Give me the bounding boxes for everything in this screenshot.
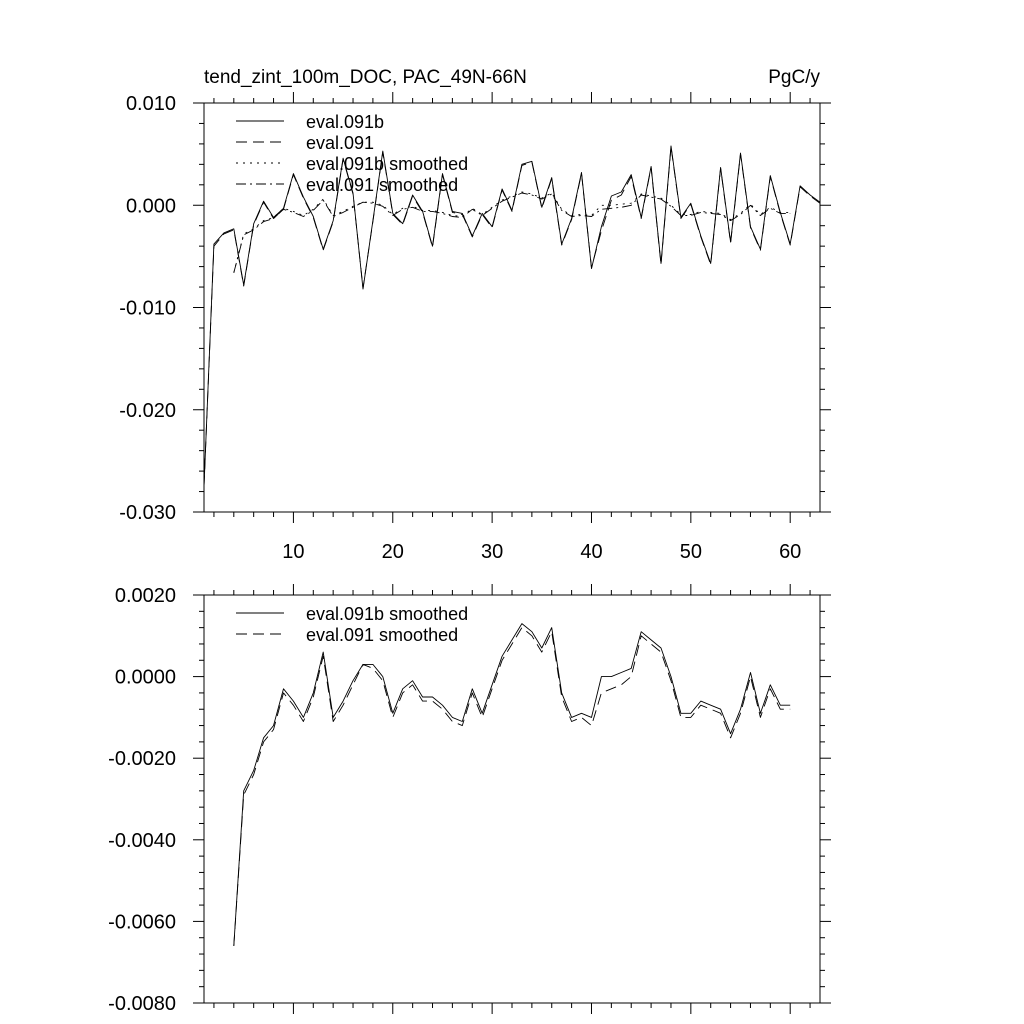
plot-frame: [203, 594, 821, 1004]
x-tick-label: 40: [580, 541, 602, 563]
top-panel: 0.010 0.000 -0.010 -0.020 -0.030 10 20 30 40 50 60…: [119, 92, 831, 563]
units-label: PgC/y: [768, 67, 820, 88]
y-tick-label: -0.030: [119, 502, 176, 524]
series-line-eval-091b-smoothed: [233, 191, 791, 273]
series-line-eval-091-smoothed: [233, 627, 791, 946]
y-tick-label: -0.0060: [108, 911, 176, 933]
y-tick-label: 0.0020: [115, 585, 176, 607]
series-line-eval-091b-smoothed: [233, 623, 791, 946]
x-tick-label: 60: [779, 541, 801, 563]
y-tick-label: -0.020: [119, 400, 176, 422]
series-line-eval-091b: [203, 145, 821, 487]
x-tick-label: 20: [382, 541, 404, 563]
chart-title: tend_zint_100m_DOC, PAC_49N-66N: [204, 67, 527, 88]
y-tick-label: -0.0080: [108, 993, 176, 1015]
y-tick-label: -0.0020: [108, 748, 176, 770]
x-tick-label: 50: [680, 541, 702, 563]
legend-label: eval.091b smoothed: [306, 154, 468, 174]
y-tick-label: -0.0040: [108, 830, 176, 852]
bottom-panel: 0.0020 0.0000 -0.0020 -0.0040 -0.0060 -0.0080…: [108, 584, 831, 1015]
y-tick-label: 0.010: [126, 93, 176, 115]
legend-label: eval.091 smoothed: [306, 625, 458, 645]
x-tick-label: 10: [282, 541, 304, 563]
legend-label: eval.091b: [306, 112, 384, 132]
series-line-eval-091-smoothed: [233, 192, 791, 273]
y-tick-label: -0.010: [119, 298, 176, 320]
legend-label: eval.091b smoothed: [306, 604, 468, 624]
y-tick-label: 0.000: [126, 195, 176, 217]
legend-label: eval.091: [306, 133, 374, 153]
legend-label: eval.091 smoothed: [306, 175, 458, 195]
y-tick-label: 0.0000: [115, 667, 176, 689]
plot-frame: [203, 102, 821, 513]
x-tick-label: 30: [481, 541, 503, 563]
series-line-eval-091: [203, 146, 821, 487]
